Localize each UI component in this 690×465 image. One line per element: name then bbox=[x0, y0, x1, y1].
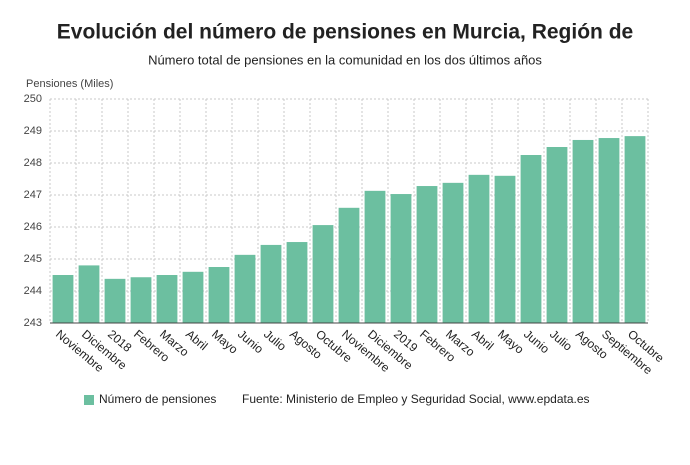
x-tick-label: Julio bbox=[547, 327, 575, 354]
y-tick-label: 245 bbox=[24, 253, 42, 265]
y-tick-label: 248 bbox=[24, 157, 42, 169]
bar bbox=[520, 155, 542, 323]
y-tick-label: 243 bbox=[24, 317, 42, 329]
bar bbox=[52, 275, 74, 323]
bar bbox=[78, 265, 100, 323]
x-tick-label: Mayo bbox=[495, 327, 527, 357]
source-note: Fuente: Ministerio de Empleo y Seguridad… bbox=[242, 392, 590, 406]
bar bbox=[390, 194, 412, 323]
y-tick-label: 249 bbox=[24, 125, 42, 137]
x-tick-label: Mayo bbox=[209, 327, 241, 357]
legend-swatch bbox=[84, 395, 94, 405]
x-tick-label: Julio bbox=[261, 327, 289, 354]
bar bbox=[364, 190, 386, 323]
chart-title: Evolución del número de pensiones en Mur… bbox=[57, 21, 633, 44]
x-tick-label: Junio bbox=[521, 327, 552, 356]
y-tick-label: 250 bbox=[24, 93, 42, 105]
y-tick-label: 246 bbox=[24, 221, 42, 233]
bar bbox=[468, 174, 490, 323]
y-axis-label: Pensiones (Miles) bbox=[26, 78, 113, 90]
y-tick-label: 244 bbox=[24, 285, 42, 297]
bar bbox=[208, 267, 230, 323]
bar bbox=[312, 225, 334, 323]
bar bbox=[130, 277, 152, 323]
bar bbox=[442, 182, 464, 323]
bar bbox=[104, 278, 126, 323]
bar bbox=[572, 139, 594, 323]
bar bbox=[494, 175, 516, 323]
bar bbox=[338, 207, 360, 323]
bar bbox=[598, 138, 620, 323]
y-tick-label: 247 bbox=[24, 189, 42, 201]
legend-label: Número de pensiones bbox=[99, 392, 216, 406]
x-tick-label: Junio bbox=[235, 327, 266, 356]
bar bbox=[260, 244, 282, 323]
bar bbox=[416, 186, 438, 323]
chart-subtitle: Número total de pensiones en la comunida… bbox=[148, 52, 542, 67]
bar bbox=[156, 275, 178, 323]
bar bbox=[286, 242, 308, 323]
bar bbox=[182, 271, 204, 323]
bar bbox=[234, 254, 256, 323]
bar bbox=[624, 136, 646, 323]
bar bbox=[546, 147, 568, 323]
